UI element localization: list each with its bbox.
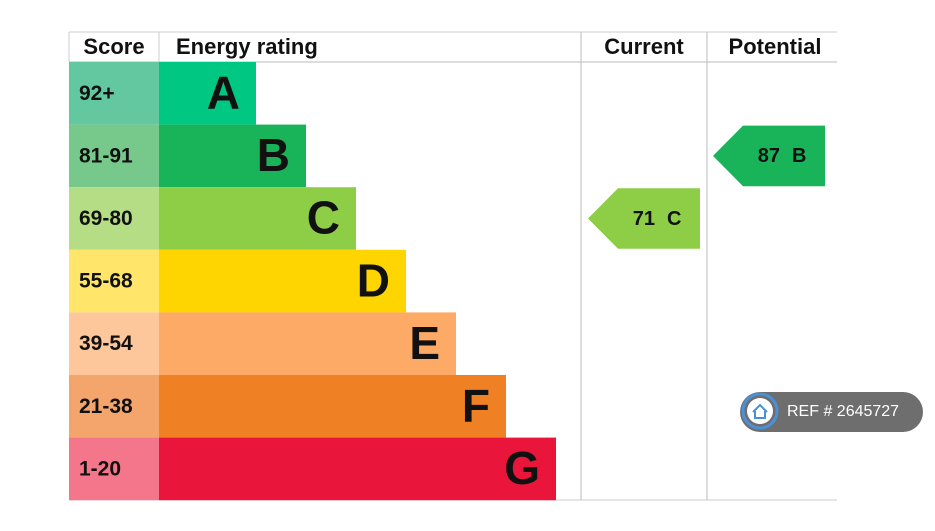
band-letter: A (207, 66, 240, 118)
rating-bar (159, 312, 456, 375)
rating-bar (159, 249, 406, 313)
score-label: 1-20 (79, 457, 121, 480)
potential-arrow (713, 125, 825, 187)
header-current: Current (604, 34, 684, 59)
score-label: 81-91 (79, 144, 133, 167)
rating-bar (159, 437, 556, 501)
band-letter: F (462, 379, 490, 431)
band-letter: E (409, 317, 440, 369)
rating-bar (159, 187, 356, 250)
score-cell (69, 437, 159, 501)
band-letter: C (307, 192, 340, 244)
potential-band: B (792, 145, 806, 167)
score-cell (69, 312, 159, 375)
band-letter: D (357, 254, 390, 306)
score-label: 92+ (79, 82, 115, 105)
potential-score: 87 (758, 145, 780, 167)
score-cell (69, 249, 159, 313)
rating-bar (159, 62, 256, 125)
badge-bg (740, 392, 923, 432)
rating-bar (159, 124, 306, 188)
badge-ring (741, 392, 779, 430)
header-rating: Energy rating (176, 34, 318, 59)
header-potential: Potential (729, 34, 822, 59)
band-letter: B (257, 129, 290, 181)
band-letter: G (504, 442, 540, 494)
current-score: 71 (633, 208, 655, 230)
score-cell (69, 62, 159, 125)
current-band: C (667, 208, 681, 230)
score-cell (69, 124, 159, 188)
badge-icon (747, 398, 773, 424)
home-icon (752, 403, 768, 419)
header-score: Score (83, 34, 144, 59)
score-label: 21-38 (79, 395, 133, 418)
score-label: 39-54 (79, 332, 133, 355)
score-label: 55-68 (79, 270, 133, 293)
rating-bar (159, 375, 506, 438)
score-cell (69, 375, 159, 438)
score-cell (69, 187, 159, 250)
ref-badge[interactable]: REF # 2645727 (740, 392, 923, 432)
ref-text: REF # 2645727 (787, 403, 899, 420)
score-label: 69-80 (79, 207, 133, 230)
current-arrow (588, 188, 700, 249)
